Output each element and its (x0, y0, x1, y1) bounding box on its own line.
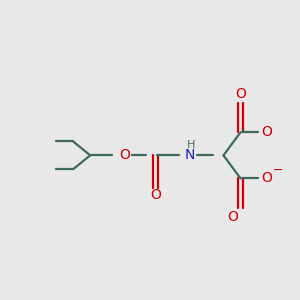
Text: N: N (184, 148, 195, 162)
Text: O: O (235, 87, 246, 101)
Text: O: O (227, 210, 238, 224)
Text: −: − (272, 164, 283, 177)
Text: O: O (262, 125, 272, 139)
Text: H: H (187, 140, 195, 150)
Text: O: O (119, 148, 130, 162)
Text: O: O (150, 188, 161, 203)
Text: O: O (262, 172, 272, 185)
